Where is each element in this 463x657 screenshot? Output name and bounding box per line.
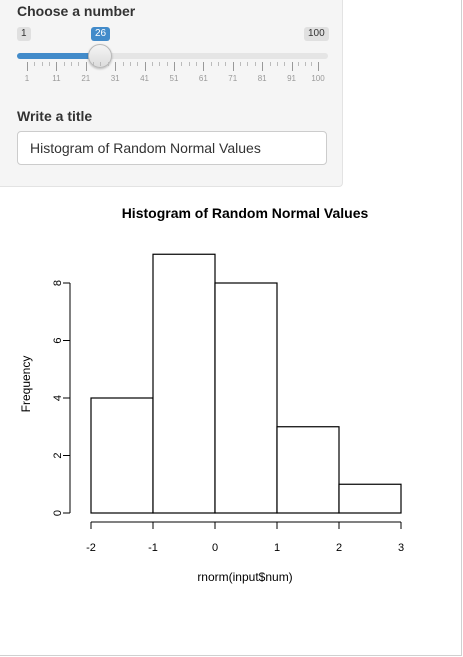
- y-tick-label: 8: [52, 280, 64, 286]
- histogram-bar: [214, 282, 278, 514]
- slider-minor-tick: [78, 62, 80, 66]
- slider-minor-tick: [240, 62, 242, 66]
- slider-grid-label: 31: [110, 74, 120, 83]
- y-tick-label: 6: [52, 337, 64, 343]
- y-tick-label: 0: [52, 510, 64, 516]
- slider-minor-tick: [284, 62, 286, 66]
- histogram-bars: [90, 253, 402, 514]
- slider-grid-label: 21: [81, 74, 91, 83]
- slider-minor-tick: [93, 62, 95, 66]
- slider-minor-tick: [122, 62, 124, 66]
- slider-major-tick: [27, 62, 28, 71]
- title-input[interactable]: [17, 131, 327, 165]
- slider-minor-tick: [269, 62, 271, 66]
- slider-minor-tick: [276, 62, 278, 66]
- slider-minor-tick: [71, 62, 73, 66]
- slider-grid-label: 11: [52, 74, 61, 83]
- slider-grid-label: 51: [169, 74, 179, 83]
- slider-major-tick: [144, 62, 146, 71]
- slider-grid-label: 81: [257, 74, 267, 83]
- sidebar-panel: Choose a number 1 100 26 1 11 21 31 41 51 61 71…: [0, 0, 343, 187]
- x-axis-title: rnorm(input$num): [197, 570, 292, 584]
- slider-major-tick: [85, 62, 87, 71]
- slider-minor-tick: [196, 62, 197, 66]
- slider-grid-label: 91: [287, 74, 296, 83]
- slider-minor-tick: [298, 62, 300, 66]
- slider-grid-label: 1: [24, 74, 30, 83]
- slider-minor-tick: [137, 62, 139, 66]
- y-tick-label: 4: [52, 395, 64, 401]
- slider-minor-tick: [225, 62, 227, 66]
- slider-major-tick: [115, 62, 117, 71]
- x-tick-label: 0: [212, 542, 218, 554]
- slider-major-tick: [173, 62, 175, 71]
- slider-minor-tick: [181, 62, 183, 66]
- slider-track[interactable]: [17, 53, 328, 59]
- x-tick-label: 2: [336, 542, 342, 554]
- x-tick-label: -2: [86, 542, 96, 554]
- slider-minor-tick: [63, 62, 65, 66]
- slider-major-tick: [262, 62, 264, 71]
- slider-grid-label: 41: [140, 74, 150, 83]
- x-axis: -2 -1 0 1 2 3: [86, 521, 404, 554]
- title-input-label: Write a title: [17, 108, 93, 124]
- slider-minor-tick: [304, 62, 306, 66]
- chart-title: Histogram of Random Normal Values: [122, 205, 369, 221]
- slider-major-tick: [291, 62, 293, 71]
- slider-minor-tick: [188, 62, 190, 66]
- x-tick-label: -1: [148, 542, 158, 554]
- y-axis-title: Frequency: [19, 356, 33, 413]
- slider-minor-tick: [129, 62, 131, 66]
- slider-major-tick: [232, 62, 234, 71]
- slider-fill-bar: [17, 53, 101, 59]
- slider-minor-tick: [218, 62, 220, 66]
- slider-minor-tick: [151, 62, 153, 66]
- slider-minor-tick: [311, 62, 313, 66]
- slider-value-label: 26: [90, 27, 111, 41]
- y-axis: 0 2 4 6 8: [52, 280, 71, 516]
- slider-grid-label: 100: [311, 74, 325, 83]
- x-tick-label: 1: [274, 542, 280, 554]
- slider-minor-tick: [100, 62, 102, 66]
- slider-minor-tick: [166, 62, 168, 66]
- slider-minor-tick: [107, 62, 109, 66]
- slider-max-label: 100: [304, 27, 329, 41]
- slider-major-tick: [56, 62, 58, 71]
- slider-grid-label: 71: [228, 74, 238, 83]
- slider-minor-tick: [159, 62, 161, 66]
- histogram-bar: [90, 397, 154, 514]
- histogram-bar: [338, 483, 402, 514]
- histogram-bar: [152, 253, 216, 514]
- slider-min-label: 1: [17, 27, 31, 41]
- slider-minor-tick: [247, 62, 249, 66]
- slider-grid-label: 61: [198, 74, 208, 83]
- x-tick-label: 3: [398, 542, 404, 554]
- slider-major-tick: [203, 62, 205, 71]
- slider-minor-tick: [34, 62, 36, 66]
- slider-minor-tick: [49, 62, 51, 66]
- slider-minor-tick: [254, 62, 256, 66]
- y-tick-label: 2: [52, 452, 64, 458]
- slider-minor-tick: [210, 62, 212, 66]
- slider-minor-tick: [41, 62, 43, 66]
- slider-major-tick: [318, 62, 319, 71]
- histogram-bar: [276, 426, 340, 514]
- slider-label: Choose a number: [17, 3, 136, 19]
